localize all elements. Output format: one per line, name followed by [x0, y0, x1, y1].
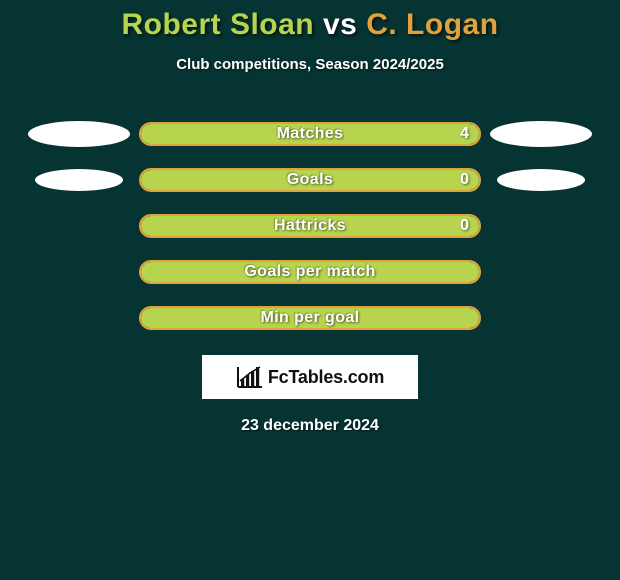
left-marker-slot — [19, 111, 139, 157]
player2-marker — [497, 169, 585, 191]
left-marker-slot — [19, 203, 139, 249]
brand-logo: FcTables.com — [202, 355, 418, 399]
right-marker-slot — [481, 157, 601, 203]
left-marker-slot — [19, 249, 139, 295]
player1-name: Robert Sloan — [121, 8, 314, 41]
right-marker-slot — [481, 203, 601, 249]
stat-value: 0 — [460, 170, 469, 190]
player1-marker — [35, 169, 123, 191]
stat-bar: Goals0 — [139, 168, 481, 192]
brand-logo-inner: FcTables.com — [236, 365, 384, 389]
stat-label: Goals per match — [141, 262, 479, 282]
stat-bar: Min per goal — [139, 306, 481, 330]
right-marker-slot — [481, 111, 601, 157]
stats-rows: Matches4Goals0Hattricks0Goals per matchM… — [0, 111, 620, 341]
subtitle: Club competitions, Season 2024/2025 — [0, 56, 620, 73]
stat-value: 4 — [460, 124, 469, 144]
barchart-icon — [236, 365, 264, 389]
left-marker-slot — [19, 157, 139, 203]
page-title: Robert Sloan vs C. Logan — [0, 0, 620, 42]
stat-row: Hattricks0 — [0, 203, 620, 249]
stat-bar: Goals per match — [139, 260, 481, 284]
stat-label: Min per goal — [141, 308, 479, 328]
stat-row: Goals per match — [0, 249, 620, 295]
left-marker-slot — [19, 295, 139, 341]
right-marker-slot — [481, 295, 601, 341]
stat-row: Goals0 — [0, 157, 620, 203]
player1-marker — [28, 121, 130, 147]
stat-label: Matches — [141, 124, 479, 144]
player2-name: C. Logan — [366, 8, 498, 41]
brand-logo-text: FcTables.com — [268, 367, 384, 388]
stat-row: Min per goal — [0, 295, 620, 341]
stat-label: Hattricks — [141, 216, 479, 236]
comparison-infographic: Robert Sloan vs C. Logan Club competitio… — [0, 0, 620, 580]
vs-label: vs — [323, 8, 357, 41]
snapshot-date: 23 december 2024 — [0, 417, 620, 435]
stat-label: Goals — [141, 170, 479, 190]
right-marker-slot — [481, 249, 601, 295]
player2-marker — [490, 121, 592, 147]
stat-value: 0 — [460, 216, 469, 236]
stat-row: Matches4 — [0, 111, 620, 157]
stat-bar: Hattricks0 — [139, 214, 481, 238]
stat-bar: Matches4 — [139, 122, 481, 146]
